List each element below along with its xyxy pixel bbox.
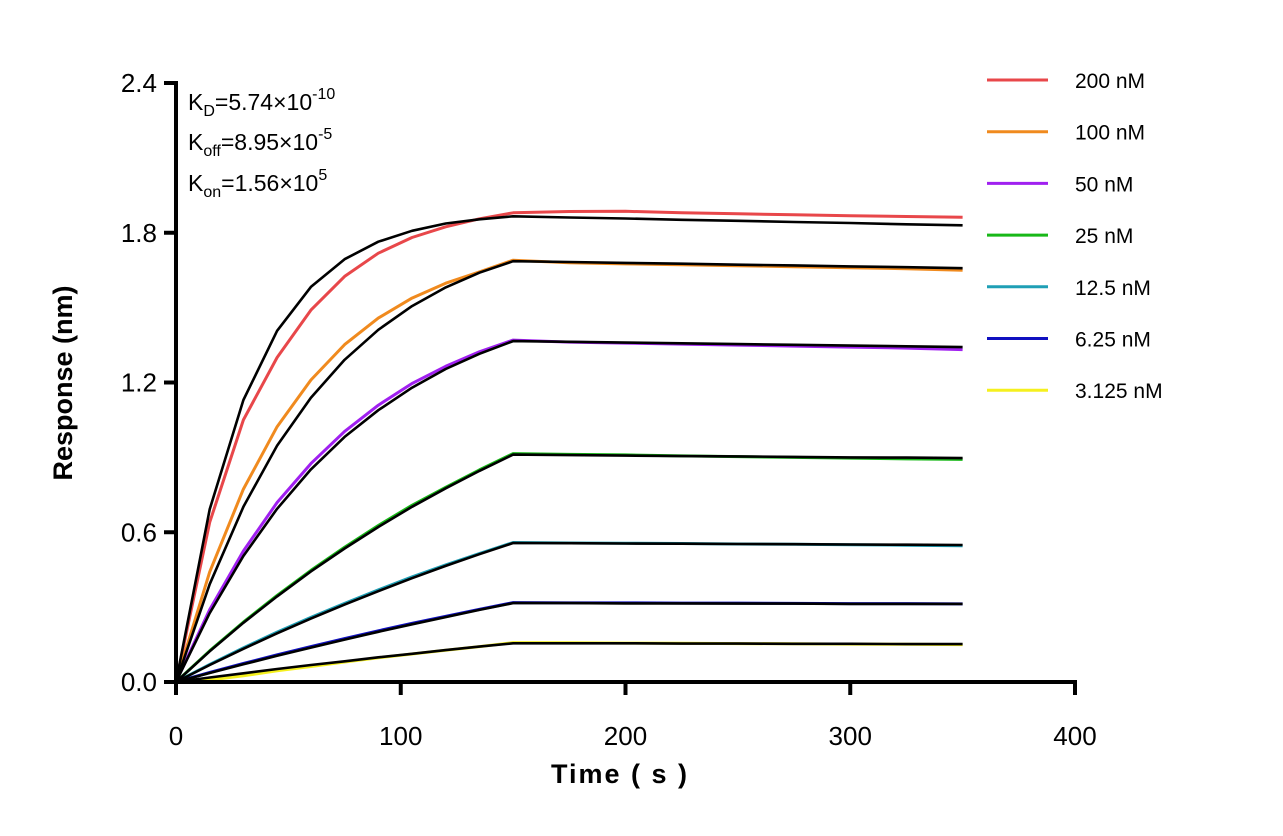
legend-item: 100 nM	[987, 122, 1145, 145]
fit-line-6-25-nm	[175, 601, 963, 684]
x-tick-label: 100	[379, 721, 422, 751]
legend-item: 3.125 nM	[987, 380, 1163, 403]
series-layer	[174, 209, 963, 684]
legend-label: 25 nM	[1075, 225, 1133, 248]
series-line-100-nm	[174, 258, 963, 683]
legend-label: 3.125 nM	[1075, 380, 1163, 403]
legend-item: 6.25 nM	[987, 329, 1151, 352]
x-axis-title: Time ( s )	[551, 759, 689, 789]
legend-label: 12.5 nM	[1075, 277, 1151, 300]
x-tick-label: 400	[1053, 721, 1096, 751]
legend-label: 6.25 nM	[1075, 329, 1151, 352]
y-tick-label: 1.8	[121, 218, 157, 248]
x-tick-label: 0	[169, 721, 183, 751]
fit-line-12-5-nm	[175, 541, 963, 684]
kinetics-annotations: KD=5.74×10-10 Koff=8.95×10-5 Kon=1.56×10…	[188, 86, 335, 201]
x-tick-label: 300	[829, 721, 872, 751]
y-tick-label: 0.0	[121, 667, 157, 697]
legend: 200 nM 100 nM 50 nM 25 nM 12.5 nM 6.25 nM 3.12…	[987, 70, 1163, 403]
legend-label: 50 nM	[1075, 173, 1133, 196]
annotation-kd: KD=5.74×10-10	[188, 86, 335, 120]
legend-item: 50 nM	[987, 173, 1133, 196]
series-line-200-nm	[174, 209, 963, 683]
fit-line-25-nm	[175, 453, 963, 683]
legend-item: 12.5 nM	[987, 277, 1151, 300]
legend-item: 25 nM	[987, 225, 1133, 248]
fit-line-100-nm	[174, 259, 963, 683]
y-axis: 0.0 0.6 1.2 1.8 2.4	[121, 68, 178, 697]
x-axis: 0 100 200 300 400	[169, 680, 1097, 751]
series-line-50-nm	[174, 338, 963, 683]
annotation-kon: Kon=1.56×105	[188, 167, 327, 201]
y-tick-label: 2.4	[121, 68, 157, 98]
fit-line-3-125-nm	[175, 641, 963, 684]
fit-layer	[174, 215, 963, 684]
series-line-3-125-nm	[175, 641, 963, 684]
fit-line-200-nm	[174, 215, 963, 683]
y-axis-title: Response (nm)	[48, 285, 78, 480]
y-tick-label: 0.6	[121, 517, 157, 547]
legend-label: 100 nM	[1075, 122, 1145, 145]
legend-label: 200 nM	[1075, 70, 1145, 93]
series-line-12-5-nm	[175, 541, 963, 684]
fit-line-50-nm	[174, 339, 963, 683]
y-tick-label: 1.2	[121, 368, 157, 398]
annotation-koff: Koff=8.95×10-5	[188, 126, 332, 160]
legend-item: 200 nM	[987, 70, 1145, 93]
x-tick-label: 200	[604, 721, 647, 751]
